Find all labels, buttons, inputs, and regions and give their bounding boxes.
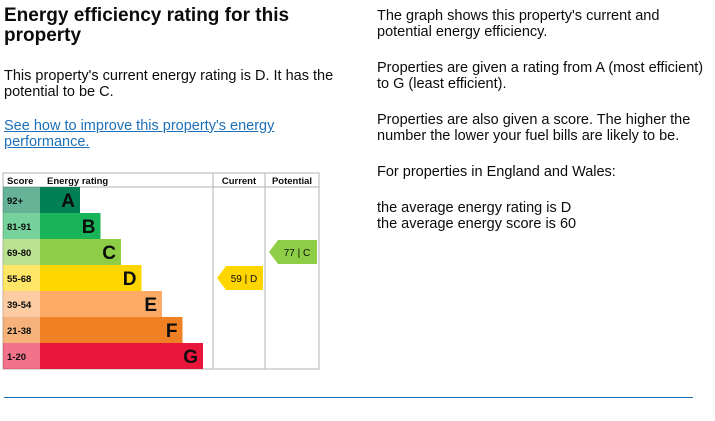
score-range-G: 1-20 [7, 352, 26, 363]
header-current: Current [222, 176, 257, 187]
score-range-B: 81-91 [7, 222, 32, 233]
rating-letter-E: E [144, 295, 157, 316]
rating-letter-D: D [123, 269, 137, 290]
rating-letter-G: G [183, 347, 198, 368]
rating-bar-G [40, 343, 203, 369]
info-graph: The graph shows this property's current … [377, 8, 660, 40]
rating-bar-C [40, 239, 121, 265]
rating-bar-B [40, 213, 101, 239]
header-energy-rating: Energy rating [47, 176, 108, 187]
rating-bar-D [40, 265, 142, 291]
current-rating-label: 59 | D [231, 274, 258, 285]
header-score: Score [7, 176, 33, 187]
score-cell-F [3, 317, 40, 343]
score-range-C: 69-80 [7, 248, 31, 259]
rating-bar-A [40, 187, 80, 213]
potential-rating-label: 77 | C [284, 248, 311, 259]
current-rating-arrow [217, 266, 263, 290]
page-title: Energy efficiency rating for this proper… [4, 5, 290, 46]
score-cell-E [3, 291, 40, 317]
rating-letter-C: C [102, 243, 116, 264]
rating-letter-F: F [166, 321, 178, 342]
potential-rating-arrow [269, 240, 317, 264]
improve-energy-link[interactable]: See how to improve this property's energ… [4, 118, 275, 150]
rating-letter-A: A [61, 191, 75, 212]
score-cell-G [3, 343, 40, 369]
info-score: Properties are also given a score. The h… [377, 112, 691, 144]
current-rating-text: This property's current energy rating is… [4, 68, 334, 100]
section-divider [4, 397, 693, 398]
score-range-F: 21-38 [7, 326, 31, 337]
average-score: the average energy score is 60 [377, 216, 577, 232]
score-cell-C [3, 239, 40, 265]
info-england-wales: For properties in England and Wales: [377, 164, 616, 180]
score-cell-B [3, 213, 40, 239]
score-range-A: 92+ [7, 196, 24, 207]
right-column: The graph shows this property's current … [377, 8, 707, 232]
score-range-E: 39-54 [7, 300, 32, 311]
rating-bar-E [40, 291, 162, 317]
rating-letter-B: B [82, 217, 96, 238]
average-rating: the average energy rating is D [377, 200, 572, 216]
rating-bar-F [40, 317, 183, 343]
score-range-D: 55-68 [7, 274, 31, 285]
info-ratings: Properties are given a rating from A (mo… [377, 60, 704, 92]
energy-rating-chart: Score Energy rating Current Potential 92+ A 81… [2, 172, 320, 370]
score-cell-A [3, 187, 40, 213]
left-column: Energy efficiency rating for this proper… [4, 5, 334, 151]
score-cell-D [3, 265, 40, 291]
header-potential: Potential [272, 176, 312, 187]
